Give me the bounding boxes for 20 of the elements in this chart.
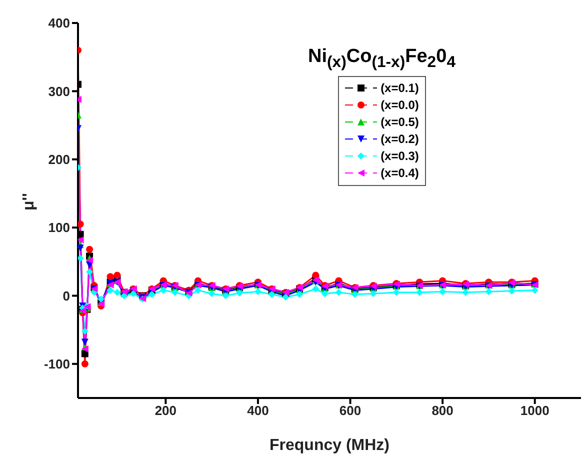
legend-label: (x=0.3) bbox=[380, 148, 419, 165]
legend-label: (x=0.4) bbox=[380, 164, 419, 182]
y-axis-title: μ'' bbox=[20, 193, 38, 210]
x-axis-title: Frequncy (MHz) bbox=[270, 437, 390, 454]
x-tick-label: 600 bbox=[339, 403, 362, 418]
x-tick-label: 400 bbox=[247, 403, 269, 418]
y-tick-label: -100 bbox=[44, 356, 70, 372]
y-tick-label: 400 bbox=[48, 16, 70, 31]
legend-label: (x=0.2) bbox=[380, 130, 419, 148]
y-tick-label: 200 bbox=[48, 152, 70, 167]
y-tick-label: 300 bbox=[48, 84, 70, 99]
y-tick-label: 100 bbox=[48, 220, 70, 236]
legend-label: (x=0.1) bbox=[380, 80, 419, 97]
legend-label: (x=0.5) bbox=[380, 114, 419, 131]
x-tick-label: 200 bbox=[154, 403, 177, 418]
legend-title: Ni$_{(x)}$Co$_{(1-x)}$Fe$_{2}$0$_{4}$ bbox=[308, 46, 456, 72]
x-tick-label: 1000 bbox=[520, 403, 550, 418]
y-tick-label: 0 bbox=[62, 288, 70, 304]
legend-label: (x=0.0) bbox=[380, 96, 419, 114]
x-tick-label: 800 bbox=[432, 403, 454, 418]
